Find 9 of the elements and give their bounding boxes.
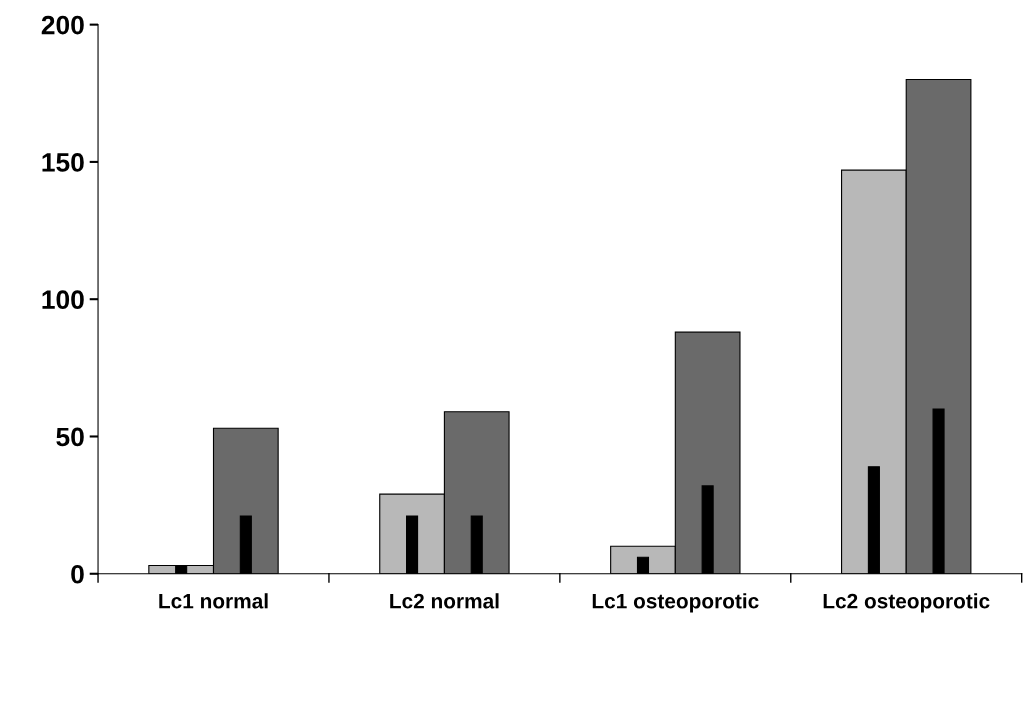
x-tick-label: Lc2 osteoporotic: [823, 593, 990, 613]
y-tick-label: 0: [71, 564, 84, 584]
y-tick-label: 100: [42, 290, 84, 310]
y-tick-label: 200: [41, 15, 84, 35]
y-tick-label: 150: [42, 153, 84, 172]
x-tick-label: Lc1 normal: [159, 593, 268, 609]
y-tick-label: 50: [56, 427, 84, 447]
x-tick-label: Lc1 osteoporotic: [592, 593, 759, 613]
x-tick-label: Lc2 normal: [390, 593, 499, 609]
